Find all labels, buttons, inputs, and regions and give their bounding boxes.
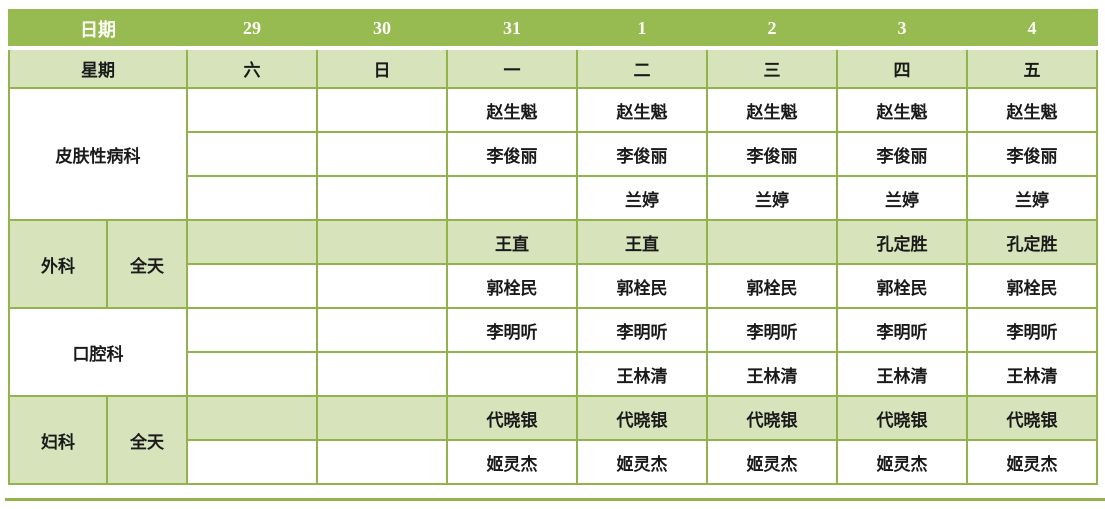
schedule-cell: 赵生魁: [576, 87, 708, 133]
schedule-cell: [316, 351, 448, 397]
schedule-row: 姬灵杰 姬灵杰 姬灵杰 姬灵杰 姬灵杰: [9, 439, 1098, 485]
schedule-cell: 代晓银: [966, 395, 1098, 441]
schedule-cell: 兰婷: [576, 175, 708, 221]
schedule-cell: 李明听: [966, 307, 1098, 353]
schedule-cell: 李明听: [446, 307, 578, 353]
schedule-cell: 李明听: [836, 307, 968, 353]
schedule-cell: 郭栓民: [836, 263, 968, 309]
schedule-cell: [446, 175, 578, 221]
schedule-cell: 姬灵杰: [446, 439, 578, 485]
date-cell: 1: [576, 9, 708, 50]
schedule-cell: 代晓银: [706, 395, 838, 441]
date-cell: 3: [836, 9, 968, 50]
schedule-cell: [316, 395, 448, 441]
weekday-cell: 一: [446, 47, 578, 89]
duty-schedule-table: 日期 29 30 31 1 2 3 4 星期 六 日 一 二 三 四 五 皮肤性…: [8, 9, 1098, 485]
schedule-cell: 赵生魁: [966, 87, 1098, 133]
department-cell: 妇科: [8, 395, 108, 485]
schedule-cell: [186, 131, 318, 177]
date-cell: 29: [186, 9, 318, 50]
schedule-row: 妇科 全天 代晓银 代晓银 代晓银 代晓银 代晓银: [8, 395, 1098, 485]
date-cell: 4: [966, 9, 1098, 50]
date-cell: 31: [446, 9, 578, 50]
weekday-cell: 二: [576, 47, 708, 89]
schedule-cell: 王直: [576, 219, 708, 265]
schedule-cell: [706, 219, 838, 265]
schedule-cell: 赵生魁: [706, 87, 838, 133]
schedule-cell: 李俊丽: [576, 131, 708, 177]
schedule-row: 兰婷 兰婷 兰婷 兰婷: [9, 175, 1098, 221]
schedule-cell: [316, 131, 448, 177]
schedule-cell: 姬灵杰: [836, 439, 968, 485]
schedule-cell: [446, 351, 578, 397]
schedule-cell: [316, 439, 448, 485]
weekday-row: 星期 六 日 一 二 三 四 五: [8, 47, 1098, 89]
schedule-cell: [186, 219, 318, 265]
date-header-row: 日期 29 30 31 1 2 3 4: [8, 9, 1098, 50]
schedule-cell: 王直: [446, 219, 578, 265]
schedule-cell: 赵生魁: [446, 87, 578, 133]
schedule-row: 李俊丽 李俊丽 李俊丽 李俊丽 李俊丽: [9, 131, 1098, 177]
schedule-cell: 李俊丽: [706, 131, 838, 177]
schedule-row: 郭栓民 郭栓民 郭栓民 郭栓民 郭栓民: [9, 263, 1098, 309]
schedule-cell: [186, 307, 318, 353]
department-cell: 外科: [8, 219, 108, 309]
schedule-cell: [316, 263, 448, 309]
schedule-cell: [316, 175, 448, 221]
schedule-row: 皮肤性病科 赵生魁 赵生魁 赵生魁 赵生魁 赵生魁: [8, 87, 1098, 221]
schedule-cell: [316, 307, 448, 353]
schedule-cell: 赵生魁: [836, 87, 968, 133]
schedule-row: 王林清 王林清 王林清 王林清: [9, 351, 1098, 397]
schedule-cell: 郭栓民: [446, 263, 578, 309]
schedule-cell: 李俊丽: [966, 131, 1098, 177]
schedule-cell: 王林清: [706, 351, 838, 397]
schedule-cell: 代晓银: [576, 395, 708, 441]
weekday-cell: 三: [706, 47, 838, 89]
schedule-cell: 孔定胜: [836, 219, 968, 265]
department-cell: 皮肤性病科: [8, 87, 188, 221]
date-header-label: 日期: [8, 9, 188, 50]
schedule-cell: 姬灵杰: [576, 439, 708, 485]
schedule-cell: 王林清: [836, 351, 968, 397]
schedule-cell: 王林清: [576, 351, 708, 397]
schedule-cell: 李明听: [576, 307, 708, 353]
weekday-cell: 六: [186, 47, 318, 89]
date-cell: 30: [316, 9, 448, 50]
schedule-cell: [186, 351, 318, 397]
weekday-cell: 日: [316, 47, 448, 89]
schedule-cell: 郭栓民: [966, 263, 1098, 309]
schedule-cell: 姬灵杰: [966, 439, 1098, 485]
schedule-row: 口腔科 李明听 李明听 李明听 李明听 李明听: [8, 307, 1098, 397]
weekday-header-label: 星期: [8, 47, 188, 89]
schedule-cell: [186, 263, 318, 309]
weekday-cell: 五: [966, 47, 1098, 89]
schedule-cell: 兰婷: [966, 175, 1098, 221]
date-cell: 2: [706, 9, 838, 50]
schedule-cell: [316, 87, 448, 133]
schedule-cell: 孔定胜: [966, 219, 1098, 265]
schedule-cell: 代晓银: [446, 395, 578, 441]
schedule-cell: [186, 87, 318, 133]
schedule-cell: 李明听: [706, 307, 838, 353]
department-cell: 口腔科: [8, 307, 188, 397]
schedule-cell: 兰婷: [706, 175, 838, 221]
schedule-cell: 李俊丽: [836, 131, 968, 177]
schedule-cell: [316, 219, 448, 265]
schedule-cell: 代晓银: [836, 395, 968, 441]
schedule-cell: [186, 175, 318, 221]
schedule-row: 外科 全天 王直 王直 孔定胜 孔定胜: [8, 219, 1098, 309]
bottom-divider: [5, 498, 1105, 501]
schedule-cell: 郭栓民: [706, 263, 838, 309]
schedule-cell: 王林清: [966, 351, 1098, 397]
time-cell: 全天: [106, 395, 188, 485]
time-cell: 全天: [106, 219, 188, 309]
schedule-cell: 李俊丽: [446, 131, 578, 177]
schedule-cell: 姬灵杰: [706, 439, 838, 485]
schedule-cell: [186, 395, 318, 441]
schedule-cell: 兰婷: [836, 175, 968, 221]
weekday-cell: 四: [836, 47, 968, 89]
schedule-cell: [186, 439, 318, 485]
schedule-cell: 郭栓民: [576, 263, 708, 309]
